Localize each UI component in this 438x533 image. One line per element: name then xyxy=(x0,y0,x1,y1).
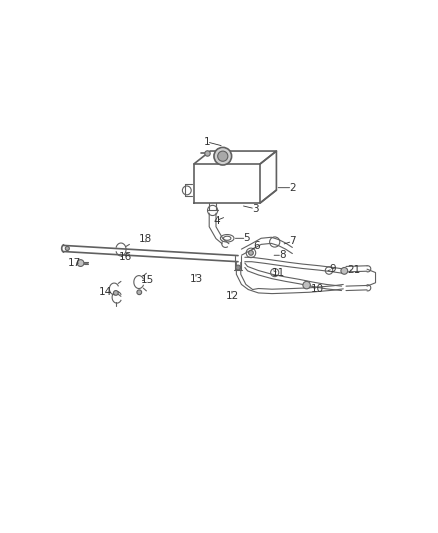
Text: 11: 11 xyxy=(272,268,286,278)
Text: 12: 12 xyxy=(225,291,239,301)
Text: 5: 5 xyxy=(243,233,250,243)
Text: 17: 17 xyxy=(68,258,81,268)
Circle shape xyxy=(341,268,348,274)
Circle shape xyxy=(137,290,141,295)
Text: 18: 18 xyxy=(139,233,152,244)
Text: 1: 1 xyxy=(204,137,210,147)
Circle shape xyxy=(249,251,253,255)
Circle shape xyxy=(218,151,228,161)
Circle shape xyxy=(113,290,118,295)
Text: 2: 2 xyxy=(289,183,296,193)
Circle shape xyxy=(236,265,240,270)
Circle shape xyxy=(303,281,311,289)
Text: 6: 6 xyxy=(254,241,260,252)
Circle shape xyxy=(65,246,69,251)
Text: 4: 4 xyxy=(213,216,219,225)
Circle shape xyxy=(77,260,84,266)
Text: 15: 15 xyxy=(141,276,154,285)
Text: 14: 14 xyxy=(99,287,112,297)
Text: 16: 16 xyxy=(119,252,132,262)
Text: 10: 10 xyxy=(311,284,325,294)
Circle shape xyxy=(214,147,232,165)
Text: 3: 3 xyxy=(252,204,258,214)
Text: 9: 9 xyxy=(330,264,336,274)
Text: 8: 8 xyxy=(279,251,286,260)
Circle shape xyxy=(205,151,210,156)
Text: 7: 7 xyxy=(289,236,296,246)
Text: 13: 13 xyxy=(189,274,203,284)
Text: 21: 21 xyxy=(347,265,360,275)
